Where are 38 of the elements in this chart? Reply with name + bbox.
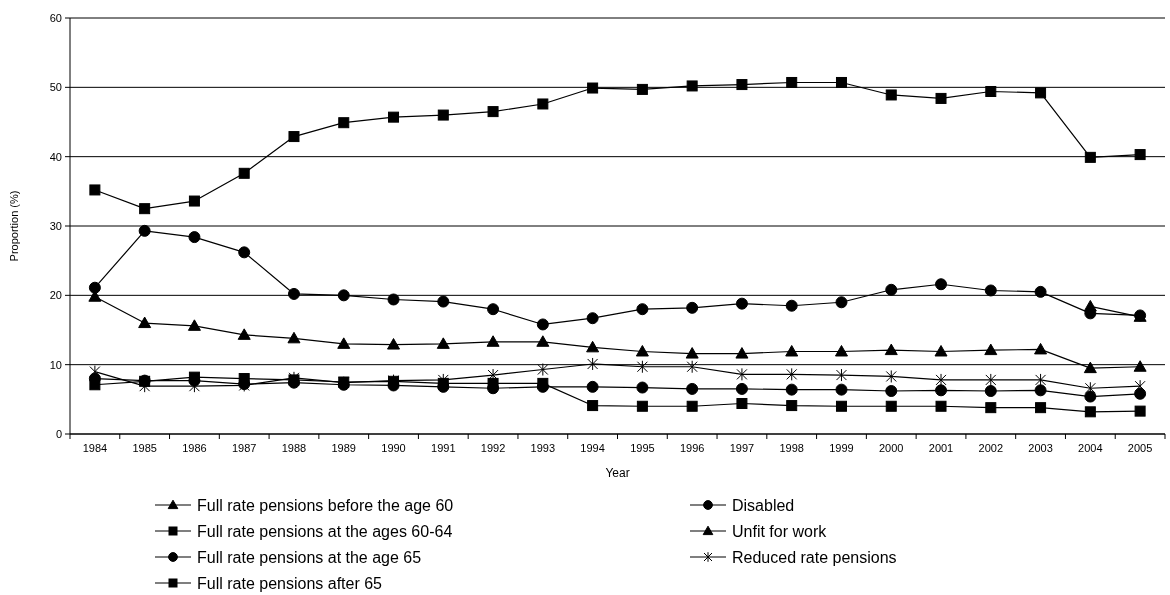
y-tick-label: 40 (49, 150, 62, 163)
x-tick-label: 1994 (580, 442, 605, 454)
x-tick-label: 1989 (331, 442, 356, 454)
x-tick-label: 1992 (480, 442, 506, 454)
y-axis-title: Proportion (%) (8, 190, 20, 262)
y-tick-label: 30 (49, 219, 62, 232)
legend-label: Disabled (732, 496, 795, 514)
x-tick-label: 1995 (630, 442, 655, 454)
legend-label: Full rate pensions after 65 (197, 574, 383, 592)
y-tick-label: 20 (49, 289, 62, 302)
x-tick-label: 1997 (729, 442, 755, 454)
x-tick-label: 1988 (281, 442, 307, 454)
x-tick-label: 2003 (1028, 442, 1053, 454)
x-tick-label: 1987 (231, 442, 257, 454)
x-tick-label: 2002 (978, 442, 1004, 454)
x-tick-label: 1985 (132, 442, 157, 454)
x-tick-label: 2000 (879, 442, 904, 454)
legend-label: Full rate pensions at the age 65 (197, 548, 422, 566)
x-tick-label: 1996 (679, 442, 705, 454)
y-tick-label: 50 (49, 81, 62, 94)
y-tick-label: 60 (49, 11, 62, 24)
x-tick-label: 1990 (381, 442, 406, 454)
legend-label: Unfit for work (732, 522, 828, 540)
legend-label: Reduced rate pensions (732, 548, 897, 566)
x-tick-label: 1991 (431, 442, 456, 454)
x-tick-label: 1984 (82, 442, 108, 454)
x-tick-label: 1986 (182, 442, 207, 454)
y-tick-label: 0 (55, 427, 62, 440)
legend-label: Full rate pensions at the ages 60-64 (197, 522, 453, 540)
x-tick-label: 2001 (928, 442, 954, 454)
x-tick-label: 1999 (829, 442, 854, 454)
x-tick-label: 1993 (530, 442, 556, 454)
legend-label: Full rate pensions before the age 60 (197, 496, 454, 514)
x-tick-label: 1998 (779, 442, 804, 454)
x-tick-label: 2004 (1078, 442, 1103, 454)
x-tick-label: 2005 (1127, 442, 1153, 454)
x-axis-title: Year (605, 466, 630, 480)
y-tick-label: 10 (49, 358, 62, 371)
